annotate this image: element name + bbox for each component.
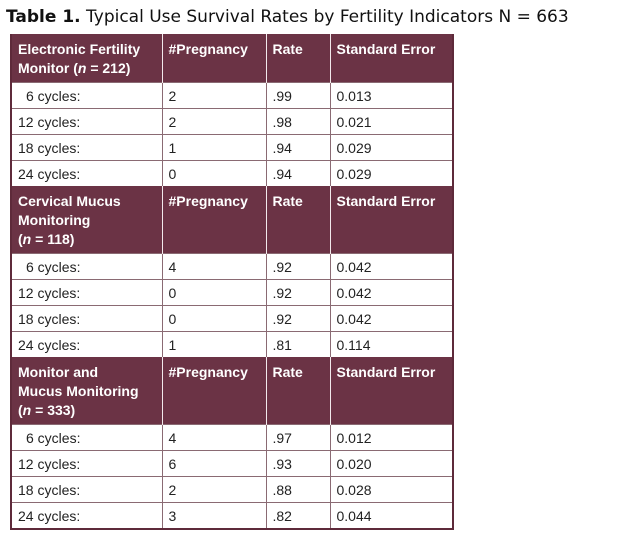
rate-cell: .97 xyxy=(265,424,330,451)
column-header-pregnancy: #Pregnancy xyxy=(161,186,267,254)
column-header-standard-error: Standard Error xyxy=(329,34,453,83)
group-n-label: n xyxy=(22,402,32,418)
standard-error-cell: 0.028 xyxy=(329,476,453,503)
cycles-cell: 18 cycles: xyxy=(11,476,162,503)
column-header-pregnancy: #Pregnancy xyxy=(161,34,267,83)
table-caption: Table 1. Typical Use Survival Rates by F… xyxy=(6,7,569,27)
cycles-cell: 24 cycles: xyxy=(11,502,162,529)
rate-cell: .92 xyxy=(265,279,330,306)
table-row: 12 cycles: 6.93 0.020 xyxy=(11,450,453,477)
table-row: 24 cycles: 0.94 0.029 xyxy=(11,160,453,186)
standard-error-cell: 0.012 xyxy=(329,424,453,451)
group-title-line: ( xyxy=(18,402,23,418)
pregnancy-cell: 4 xyxy=(161,253,266,280)
group-title: Cervical Mucus Monitoring (n = 118) xyxy=(11,186,163,254)
pregnancy-cell: 0 xyxy=(161,279,266,306)
rate-cell: .98 xyxy=(265,108,330,135)
standard-error-cell: 0.044 xyxy=(329,502,453,529)
group-header-row: Electronic Fertility Monitor (n = 212) #Pr… xyxy=(11,34,453,83)
group-n-label: n xyxy=(22,231,32,247)
cycles-cell: 6 cycles: xyxy=(11,253,162,280)
rate-cell: .99 xyxy=(265,82,330,109)
cycles-cell: 12 cycles: xyxy=(11,108,162,135)
group-title-line: ( xyxy=(18,231,23,247)
cycles-cell: 12 cycles: xyxy=(11,450,162,477)
group-title-line: Monitor ( xyxy=(18,60,78,76)
standard-error-cell: 0.042 xyxy=(329,305,453,332)
standard-error-cell: 0.114 xyxy=(329,331,453,357)
group-title: Electronic Fertility Monitor (n = 212) xyxy=(11,34,163,83)
column-header-pregnancy: #Pregnancy xyxy=(161,357,267,425)
table-row: 6 cycles: 2.99 0.013 xyxy=(11,82,453,109)
rate-cell: .94 xyxy=(265,160,330,186)
survival-rates-table: Electronic Fertility Monitor (n = 212) #Pr… xyxy=(10,34,454,530)
rate-cell: .92 xyxy=(265,253,330,280)
table-row: 6 cycles: 4.92 0.042 xyxy=(11,253,453,280)
group-header-row: Monitor and Mucus Monitoring (n = 333) #Pre… xyxy=(11,357,453,425)
pregnancy-cell: 4 xyxy=(161,424,266,451)
rate-cell: .81 xyxy=(265,331,330,357)
pregnancy-cell: 2 xyxy=(161,108,266,135)
pregnancy-cell: 0 xyxy=(161,305,266,332)
caption-text: Typical Use Survival Rates by Fertility … xyxy=(86,7,569,27)
standard-error-cell: 0.021 xyxy=(329,108,453,135)
rate-cell: .82 xyxy=(265,502,330,529)
cycles-cell: 6 cycles: xyxy=(11,82,162,109)
table-row: 24 cycles: 3.82 0.044 xyxy=(11,502,453,529)
table-row: 6 cycles: 4.97 0.012 xyxy=(11,424,453,451)
standard-error-cell: 0.042 xyxy=(329,253,453,280)
table-row: 18 cycles: 0.92 0.042 xyxy=(11,305,453,332)
pregnancy-cell: 1 xyxy=(161,331,266,357)
column-header-rate: Rate xyxy=(265,186,331,254)
group-n-value: = 212) xyxy=(86,60,131,76)
cycles-cell: 12 cycles: xyxy=(11,279,162,306)
group-title-line: Monitoring xyxy=(18,212,91,228)
pregnancy-cell: 2 xyxy=(161,476,266,503)
group-title-line: Electronic Fertility xyxy=(18,41,141,57)
pregnancy-cell: 2 xyxy=(161,82,266,109)
group-title: Monitor and Mucus Monitoring (n = 333) xyxy=(11,357,163,425)
pregnancy-cell: 3 xyxy=(161,502,266,529)
group-title-line: Monitor and xyxy=(18,364,99,380)
pregnancy-cell: 0 xyxy=(161,160,266,186)
group-n-value: = 333) xyxy=(31,402,76,418)
table-row: 12 cycles: 2.98 0.021 xyxy=(11,108,453,135)
table-row: 18 cycles: 2.88 0.028 xyxy=(11,476,453,503)
cycles-cell: 24 cycles: xyxy=(11,160,162,186)
cycles-cell: 6 cycles: xyxy=(11,424,162,451)
table-row: 24 cycles: 1.81 0.114 xyxy=(11,331,453,357)
group-n-value: = 118) xyxy=(31,231,75,247)
standard-error-cell: 0.013 xyxy=(329,82,453,109)
group-header-row: Cervical Mucus Monitoring (n = 118) #Pregna… xyxy=(11,186,453,254)
standard-error-cell: 0.020 xyxy=(329,450,453,477)
cycles-cell: 24 cycles: xyxy=(11,331,162,357)
rate-cell: .93 xyxy=(265,450,330,477)
column-header-standard-error: Standard Error xyxy=(329,357,453,425)
cycles-cell: 18 cycles: xyxy=(11,305,162,332)
pregnancy-cell: 6 xyxy=(161,450,266,477)
standard-error-cell: 0.029 xyxy=(329,160,453,186)
standard-error-cell: 0.042 xyxy=(329,279,453,306)
column-header-standard-error: Standard Error xyxy=(329,186,453,254)
cycles-cell: 18 cycles: xyxy=(11,134,162,161)
column-header-rate: Rate xyxy=(265,34,331,83)
pregnancy-cell: 1 xyxy=(161,134,266,161)
column-header-rate: Rate xyxy=(265,357,331,425)
group-title-line: Cervical Mucus xyxy=(18,193,121,209)
caption-label: Table 1. xyxy=(6,7,81,27)
standard-error-cell: 0.029 xyxy=(329,134,453,161)
group-title-line: Mucus Monitoring xyxy=(18,383,139,399)
group-n-label: n xyxy=(77,60,87,76)
table-body: Electronic Fertility Monitor (n = 212) #Pr… xyxy=(11,34,453,529)
table-row: 12 cycles: 0.92 0.042 xyxy=(11,279,453,306)
rate-cell: .88 xyxy=(265,476,330,503)
rate-cell: .94 xyxy=(265,134,330,161)
table-row: 18 cycles: 1.94 0.029 xyxy=(11,134,453,161)
rate-cell: .92 xyxy=(265,305,330,332)
